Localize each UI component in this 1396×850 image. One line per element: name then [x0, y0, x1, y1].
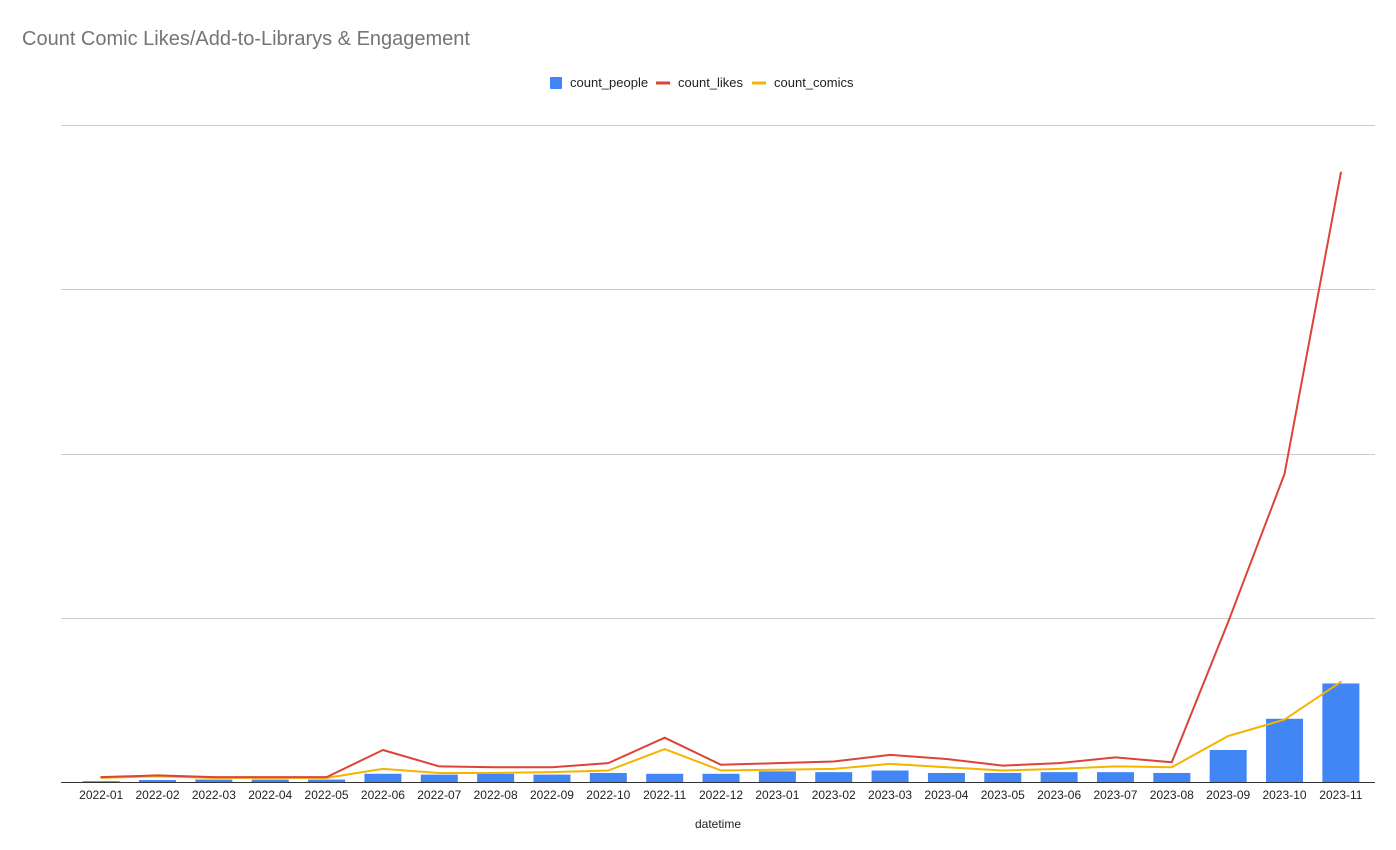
x-tick-label-2023-06: 2023-06: [1037, 788, 1081, 802]
x-axis-title: datetime: [695, 817, 741, 831]
bar-count-people-2023-09: [1209, 749, 1247, 782]
bar-count-people-2023-07: [1096, 772, 1134, 782]
chart-title: Count Comic Likes/Add-to-Librarys & Enga…: [22, 28, 470, 50]
legend-label-count-comics: count_comics: [774, 75, 854, 90]
bar-count-people-2022-04: [251, 779, 289, 782]
bar-count-people-2022-11: [646, 773, 684, 782]
bar-count-people-2023-01: [758, 771, 796, 782]
bar-count-people-2023-03: [871, 770, 909, 782]
x-tick-label-2022-07: 2022-07: [417, 788, 461, 802]
bar-count-people-2023-10: [1266, 718, 1304, 782]
bar-count-people-2022-12: [702, 773, 740, 782]
series-lines: [100, 171, 1342, 779]
x-tick-label-2023-01: 2023-01: [755, 788, 799, 802]
line-count-likes: [100, 171, 1342, 779]
bar-count-people-2022-01: [82, 781, 120, 782]
legend-swatch-count-people: [550, 77, 562, 89]
bar-count-people-2023-11: [1322, 683, 1360, 782]
x-tick-label-2022-08: 2022-08: [474, 788, 518, 802]
x-tick-label-2023-02: 2023-02: [812, 788, 856, 802]
x-tick-label-2022-04: 2022-04: [248, 788, 292, 802]
x-tick-label-2022-01: 2022-01: [79, 788, 123, 802]
bar-count-people-2022-05: [308, 779, 346, 782]
x-tick-label-2022-02: 2022-02: [136, 788, 180, 802]
x-tick-label-2023-03: 2023-03: [868, 788, 912, 802]
gridlines: [61, 125, 1375, 619]
legend-label-count-likes: count_likes: [678, 75, 744, 90]
x-tick-label-2022-05: 2022-05: [305, 788, 349, 802]
line-count-comics: [100, 680, 1342, 779]
bar-count-people-2022-03: [195, 779, 233, 782]
bar-count-people-2022-02: [139, 780, 177, 782]
bar-count-people-2022-08: [477, 773, 515, 782]
x-tick-label-2023-05: 2023-05: [981, 788, 1025, 802]
x-tick-label-2023-08: 2023-08: [1150, 788, 1194, 802]
bar-count-people-2022-06: [364, 773, 402, 782]
x-tick-label-2022-06: 2022-06: [361, 788, 405, 802]
bar-count-people-2023-04: [927, 772, 965, 782]
bar-count-people-2022-09: [533, 774, 571, 782]
x-tick-label-2022-03: 2022-03: [192, 788, 236, 802]
x-tick-label-2023-10: 2023-10: [1263, 788, 1307, 802]
bar-count-people-2022-07: [420, 774, 458, 782]
bars-count-people: [61, 683, 1375, 783]
legend-label-count-people: count_people: [570, 75, 648, 90]
bar-count-people-2023-05: [984, 772, 1022, 782]
bar-count-people-2023-02: [815, 772, 853, 782]
x-tick-label-2022-09: 2022-09: [530, 788, 574, 802]
bar-count-people-2023-08: [1153, 772, 1191, 782]
x-tick-label-2022-10: 2022-10: [586, 788, 630, 802]
bar-count-people-2022-10: [589, 772, 627, 782]
x-tick-label-2023-09: 2023-09: [1206, 788, 1250, 802]
x-tick-label-2022-11: 2022-11: [643, 788, 686, 802]
x-tick-label-2023-11: 2023-11: [1319, 788, 1362, 802]
x-tick-label-2022-12: 2022-12: [699, 788, 743, 802]
x-tick-label-2023-04: 2023-04: [924, 788, 968, 802]
legend: count_people count_likes count_comics: [550, 75, 854, 90]
x-tick-label-2023-07: 2023-07: [1093, 788, 1137, 802]
bar-count-people-2023-06: [1040, 772, 1078, 782]
x-axis-tick-labels: 2022-01 2022-02 2022-03 2022-04 2022-05 2022-…: [79, 788, 1363, 802]
